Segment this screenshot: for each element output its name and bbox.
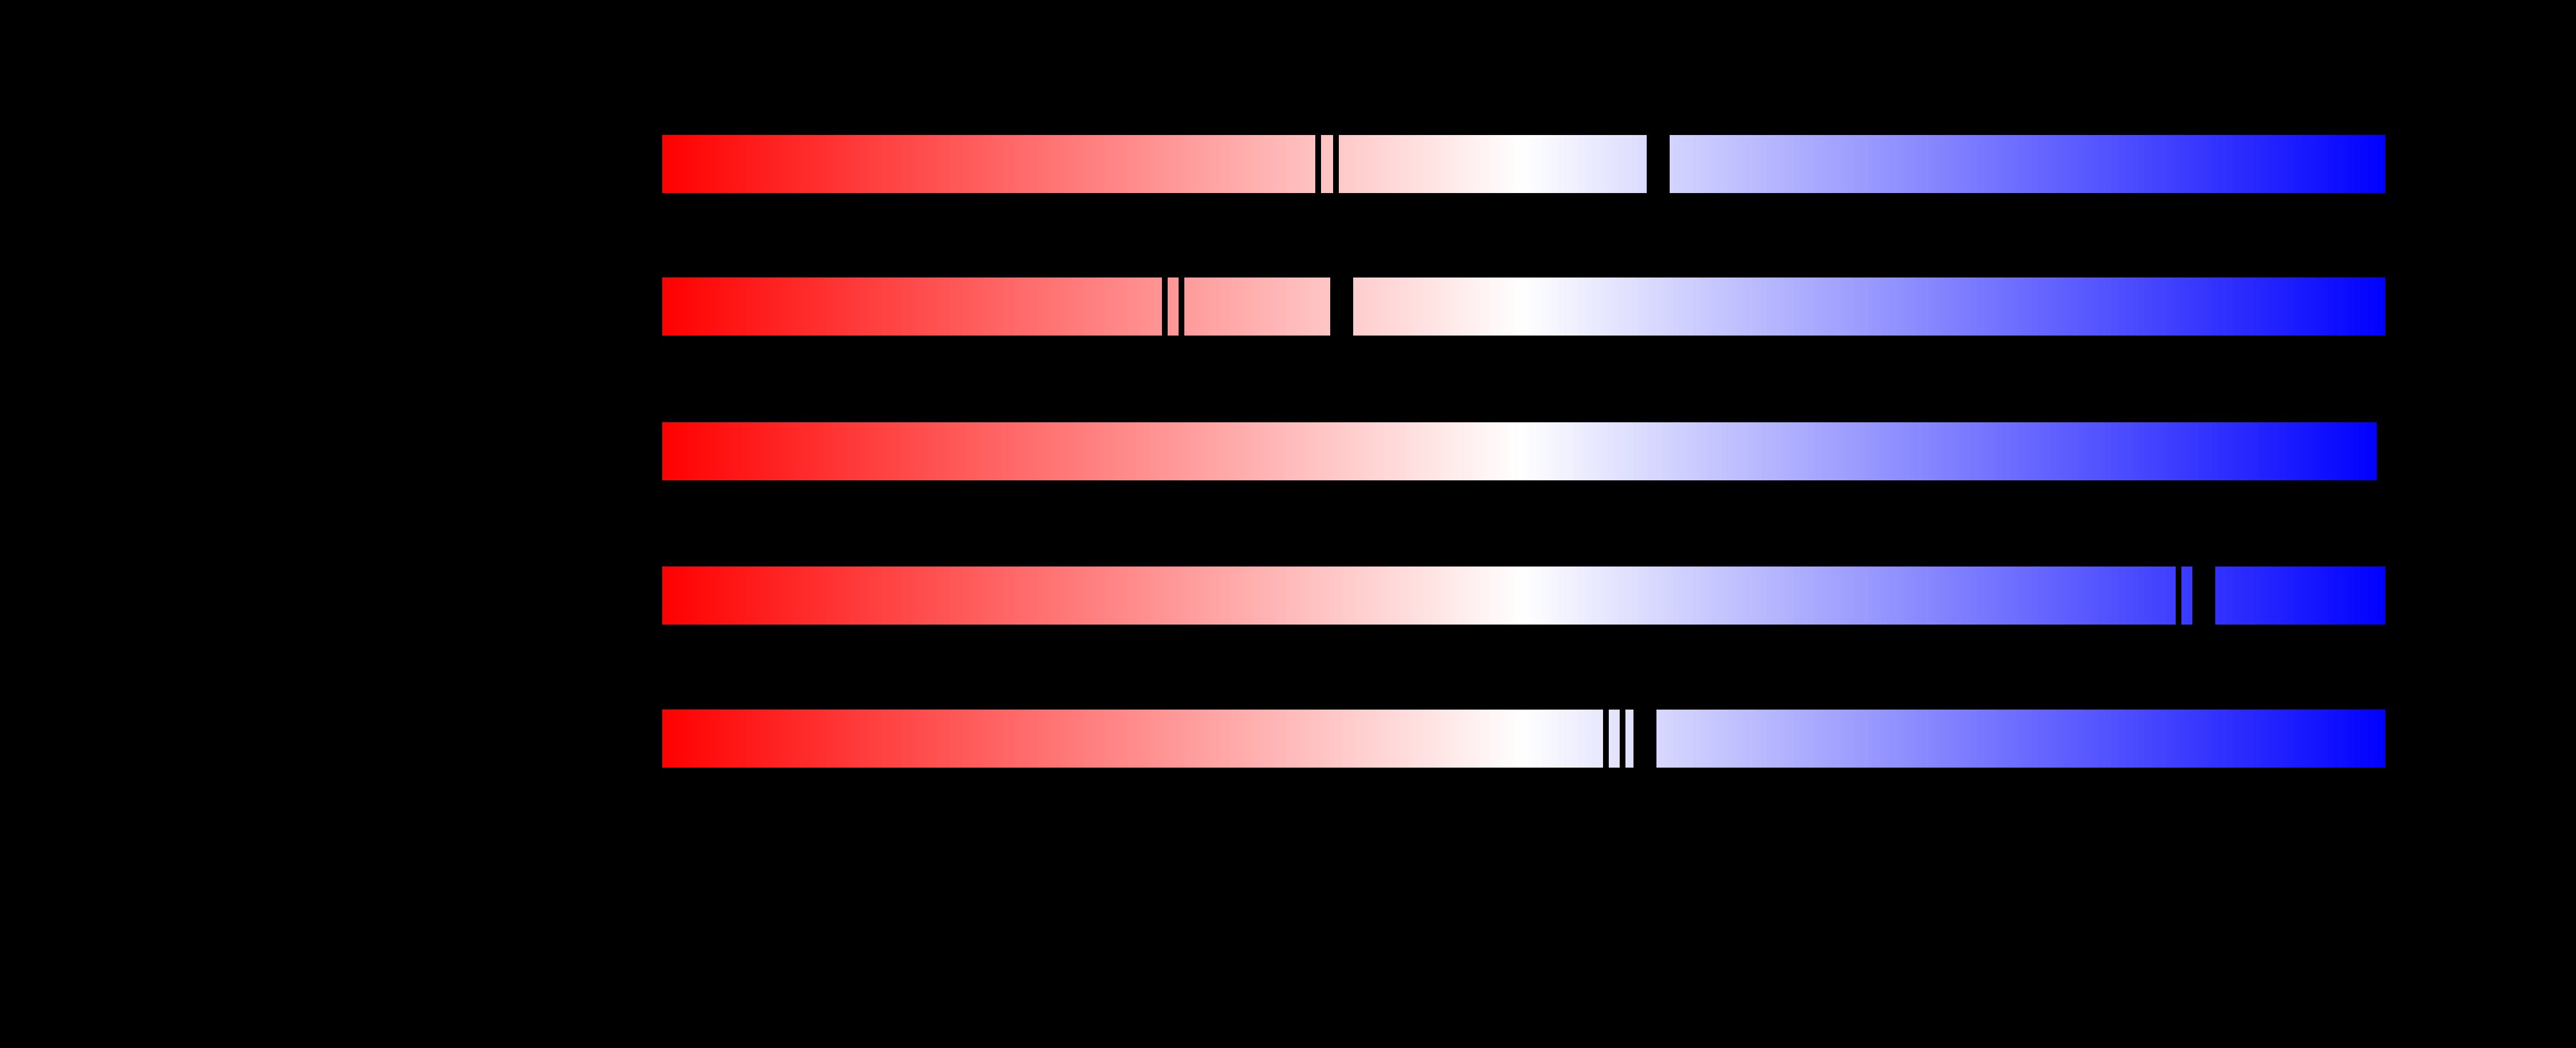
gradient-bar: [662, 567, 2385, 625]
gradient-bar: [662, 278, 2385, 336]
bar-marker-thin: [2176, 567, 2181, 625]
bar-marker-thin: [1178, 278, 1184, 336]
bar-marker-thick: [1330, 278, 1353, 336]
bar-marker-thick: [1633, 710, 1656, 768]
bar-marker-thick: [2192, 567, 2216, 625]
bar-marker-thin: [1619, 710, 1625, 768]
gradient-bar: [662, 710, 2385, 768]
bar-marker-thin: [1333, 135, 1339, 193]
bar-marker-thin: [1315, 135, 1322, 193]
bar-marker-thick: [1647, 135, 1670, 193]
bar-marker-thin: [1602, 710, 1609, 768]
bar-marker-thin: [1161, 278, 1168, 336]
gradient-bar: [662, 135, 2385, 193]
gradient-bar: [662, 422, 2377, 480]
